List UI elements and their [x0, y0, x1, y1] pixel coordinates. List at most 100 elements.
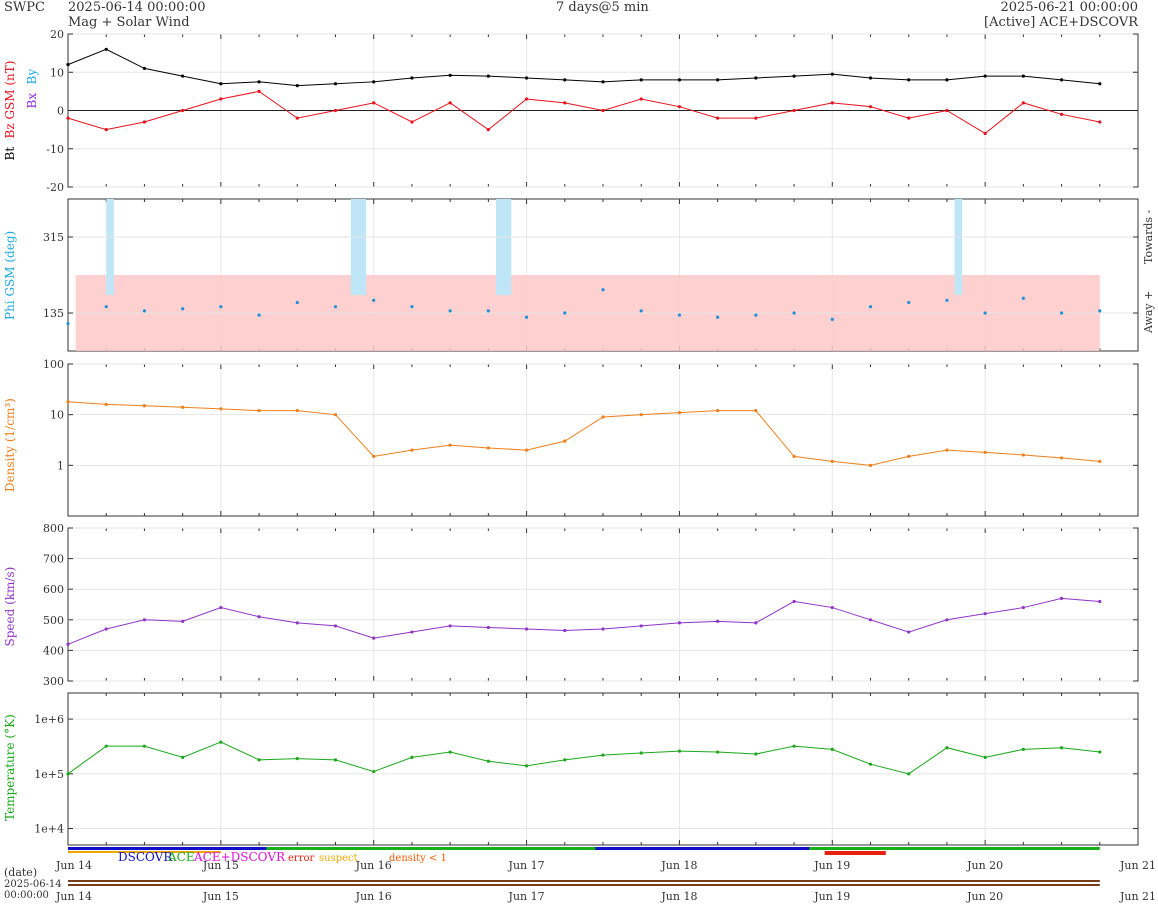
bt-series-point: [104, 47, 108, 51]
phi-series-point: [601, 288, 605, 292]
bz-series-point: [945, 108, 949, 113]
bt-series-point: [677, 78, 682, 82]
speed-series-point: [448, 624, 452, 628]
bt-series-point: [486, 74, 490, 78]
phi-axis-label: Phi GSM (deg): [3, 231, 17, 320]
density-series-point: [563, 439, 567, 443]
source-bar-error: [824, 851, 886, 855]
bt-series-point: [142, 66, 147, 71]
phi-series-point: [830, 317, 834, 321]
density-tick-label: 1: [57, 459, 64, 472]
speed-series-point: [639, 624, 643, 628]
time-tick-label: Jun 21: [1119, 890, 1156, 903]
speed-series-point: [907, 630, 911, 634]
density-tick-label: 100: [43, 358, 64, 371]
mag-tick-label: -20: [46, 181, 64, 194]
speed-series-point: [142, 618, 147, 622]
time-tick-label: Jun 20: [966, 890, 1003, 903]
bz-series-point: [830, 101, 834, 105]
temperature-series-point: [716, 750, 720, 754]
time-tick-label: Jun 16: [355, 859, 392, 872]
time-tick-label: Jun 17: [508, 859, 545, 872]
bz-series-point: [524, 97, 529, 101]
time-tick-label: Jun 18: [660, 890, 697, 903]
end-time: 2025-06-21 00:00:00: [1000, 0, 1138, 15]
phi-series-point: [754, 313, 758, 317]
temperature-series-point: [486, 759, 490, 763]
phi-series-point: [907, 300, 911, 305]
phi-series-point: [868, 305, 873, 309]
bt-series-point: [983, 74, 987, 78]
density-series-point: [410, 448, 414, 452]
density-series-point: [1021, 453, 1025, 457]
bx-axis-label: Bx: [25, 93, 39, 109]
bt-series-point: [754, 76, 758, 80]
bz-series-point: [181, 108, 185, 113]
density-series-point: [142, 404, 147, 408]
timeline-bar: [68, 880, 1100, 882]
phi-series-point: [563, 311, 567, 315]
phi-series-point: [983, 311, 987, 315]
temperature-panel-frame: [67, 692, 1139, 846]
density-series-point: [372, 454, 376, 459]
bt-series-point: [792, 74, 796, 78]
density-series-point: [716, 409, 720, 413]
phi-series-point: [1021, 296, 1025, 300]
speed-series-point: [1021, 605, 1025, 610]
time-tick-label: Jun 14: [55, 859, 92, 872]
speed-series-point: [486, 625, 490, 630]
phi-tick-label: 315: [43, 231, 64, 244]
bz-series-point: [754, 116, 758, 120]
bz-series-point: [66, 116, 70, 120]
temperature-series-point: [830, 747, 834, 751]
speed-series-point: [1098, 599, 1102, 604]
phi-series-point: [639, 309, 643, 313]
mag-tick-label: -10: [46, 143, 64, 156]
bz-series-point: [1098, 120, 1102, 124]
density-series-point: [295, 409, 299, 413]
time-tick-label: Jun 16: [355, 890, 392, 903]
temperature-series-point: [945, 746, 949, 750]
time-tick-label: Jun 20: [966, 859, 1003, 872]
temperature-series-point: [372, 769, 376, 774]
phi-series-point: [66, 321, 70, 326]
bt-series-point: [66, 63, 70, 67]
bz-series-point: [983, 131, 987, 136]
density-series-point: [639, 413, 643, 417]
speed-series-point: [830, 605, 834, 610]
time-tick-label: Jun 14: [55, 890, 92, 903]
speed-series-point: [945, 618, 949, 622]
temperature-series-point: [601, 753, 605, 757]
temperature-series-point: [1021, 747, 1025, 751]
date-axis-start-time: 00:00:00: [4, 890, 49, 901]
bt-series-point: [372, 80, 376, 84]
temperature-series-point: [907, 772, 911, 776]
phi-series-point: [410, 305, 414, 309]
density-series-point: [333, 413, 338, 417]
phi-series-point: [295, 300, 299, 305]
speed-series-point: [792, 599, 796, 604]
bt-series-point: [257, 80, 261, 84]
temperature-series-point: [754, 752, 758, 756]
bt-series-point: [639, 78, 643, 82]
start-time: 2025-06-14 00:00:00: [68, 0, 206, 15]
mag-tick-label: 20: [50, 28, 64, 41]
temperature-tick-label: 1e+4: [34, 823, 64, 836]
density-series-point: [868, 463, 873, 467]
mag-tick-label: 10: [50, 66, 64, 79]
phi-series-point: [257, 313, 261, 317]
data-source: [Active] ACE+DSCOVR: [984, 15, 1138, 30]
phi-towards-label: Towards -: [1142, 209, 1155, 264]
temperature-series-point: [524, 764, 529, 768]
time-tick-label: Jun 15: [202, 859, 239, 872]
bt-series-point: [410, 76, 414, 80]
temperature-series-point: [792, 744, 796, 748]
bz-series-point: [716, 116, 720, 120]
temperature-series-point: [868, 762, 873, 766]
bz-series-point: [1059, 112, 1064, 116]
bz-series-point: [333, 108, 338, 113]
phi-series-point: [219, 305, 223, 309]
product-subtitle: Mag + Solar Wind: [68, 15, 190, 30]
density-series-point: [983, 450, 987, 454]
bt-series-point: [295, 84, 299, 88]
